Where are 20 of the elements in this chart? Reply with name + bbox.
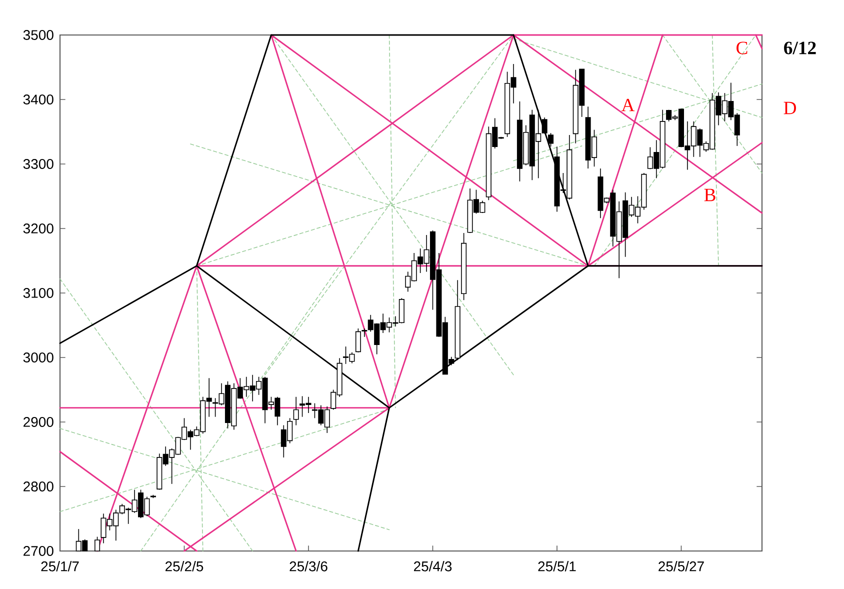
y-tick-label: 2700 xyxy=(24,546,54,556)
y-tick-label: 3000 xyxy=(23,352,54,362)
y-tick-label: 3400 xyxy=(23,94,54,104)
annotation: C xyxy=(736,42,748,54)
annotation: B xyxy=(704,188,716,202)
x-tick-label: 25/3/6 xyxy=(290,561,328,572)
y-tick-label: 2800 xyxy=(24,482,54,492)
x-tick-label: 25/2/5 xyxy=(166,561,204,572)
y-tick-label: 3300 xyxy=(23,159,54,169)
y-tick-label: 3500 xyxy=(23,30,54,40)
text: 6/12 xyxy=(784,42,816,54)
y-tick-label: 3100 xyxy=(23,288,54,298)
y-tick-label: 3200 xyxy=(23,224,54,234)
x-tick-label: 25/5/27 xyxy=(658,561,704,572)
x-tick-label: 25/5/1 xyxy=(538,561,576,572)
text: D xyxy=(784,102,796,114)
x-tick-label: 25/4/3 xyxy=(414,561,452,572)
annotation: A xyxy=(621,98,635,112)
y-tick-label: 2900 xyxy=(24,417,54,427)
x-tick-label: 25/1/7 xyxy=(41,561,79,572)
